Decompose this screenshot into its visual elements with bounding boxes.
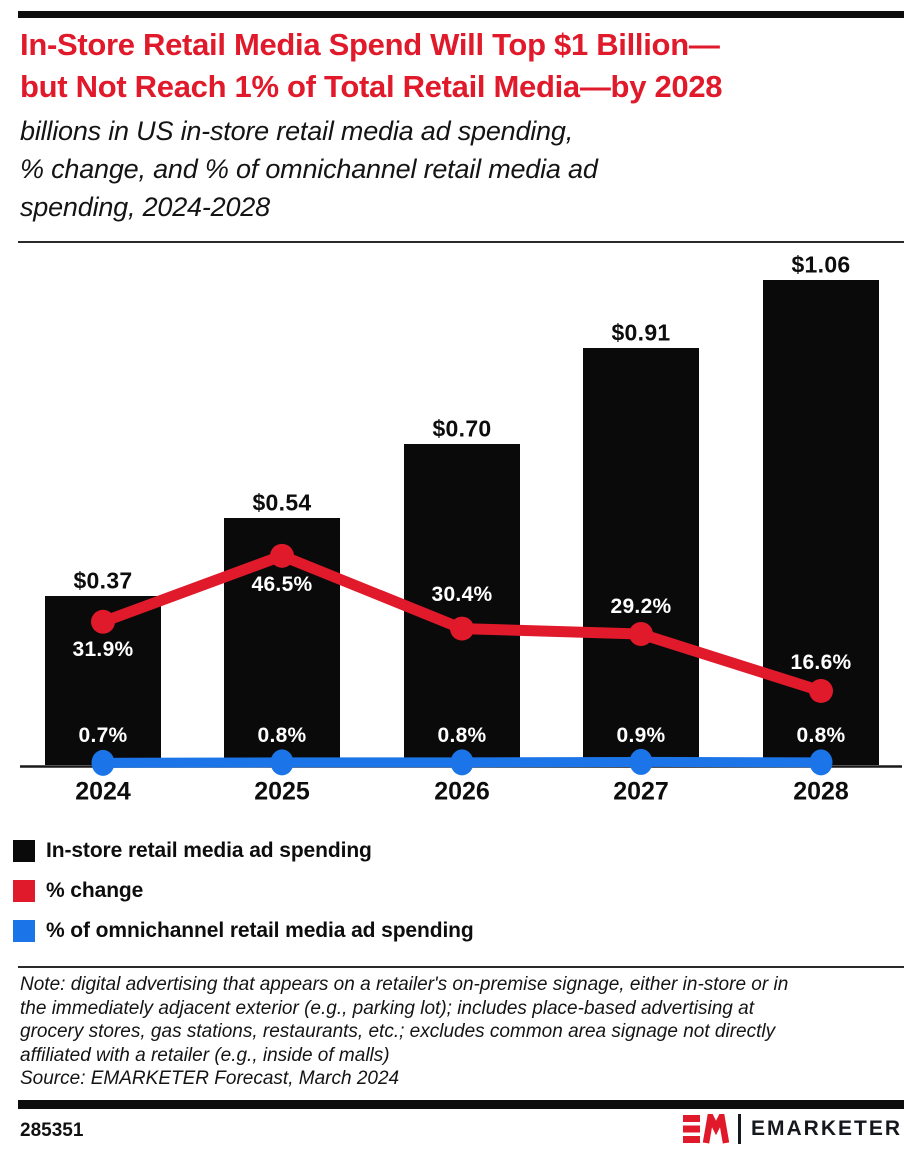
- omnichannel-pct-point: [629, 748, 653, 775]
- pct-change-label: 29.2%: [610, 595, 672, 619]
- page-title: In-Store Retail Media Spend Will Top $1 …: [20, 24, 904, 108]
- omnichannel-pct-label: 0.8%: [257, 724, 307, 747]
- x-axis-label-2027: 2027: [613, 777, 669, 806]
- x-axis-label-2028: 2028: [793, 777, 849, 806]
- pct-change-label: 31.9%: [72, 637, 134, 661]
- top-accent-bar: [18, 11, 904, 18]
- pct-change-point: [809, 678, 833, 703]
- bar-2026: [404, 444, 520, 765]
- chart-id: 285351: [20, 1120, 84, 1141]
- omnichannel-pct-label: 0.8%: [437, 724, 487, 747]
- omnichannel-pct-point: [809, 749, 833, 776]
- x-axis-label-2025: 2025: [254, 777, 310, 806]
- omnichannel-pct-label: 0.9%: [616, 724, 666, 747]
- pct-change-label: 30.4%: [431, 582, 493, 606]
- pct-change-point: [270, 543, 294, 568]
- bar-value-label: $1.06: [791, 251, 851, 278]
- source-line: Source: EMARKETER Forecast, March 2024: [20, 1068, 400, 1089]
- note-line: Note: digital advertising that appears o…: [20, 974, 789, 995]
- omnichannel-pct-point: [270, 749, 294, 776]
- chart-lines-overlay: [20, 543, 902, 776]
- x-axis-label-2024: 2024: [75, 777, 131, 806]
- logo-divider: [737, 1114, 741, 1144]
- x-axis-label-2026: 2026: [434, 777, 490, 806]
- pct-change-point: [629, 622, 653, 647]
- title-line-2: but Not Reach 1% of Total Retail Media—b…: [20, 69, 723, 104]
- subtitle-line-1: billions in US in-store retail media ad …: [20, 116, 573, 146]
- chart-subtitle: billions in US in-store retail media ad …: [20, 112, 904, 226]
- legend-label: In-store retail media ad spending: [46, 839, 372, 862]
- em-monogram-icon: [682, 1114, 729, 1144]
- brand-name: EMARKETER: [750, 1117, 902, 1140]
- legend-swatch-black: [13, 840, 35, 862]
- pct-change-point: [450, 616, 474, 641]
- legend-item-bar-series: In-store retail media ad spending: [13, 839, 474, 863]
- bar-value-label: $0.70: [432, 415, 492, 442]
- divider-under-subtitle: [18, 241, 904, 243]
- omnichannel-pct-point: [450, 749, 474, 776]
- omnichannel-pct-label: 0.7%: [78, 724, 128, 747]
- pct-change-label: 46.5%: [251, 572, 313, 596]
- bar-value-label: $0.91: [611, 319, 671, 346]
- bar-2027: [583, 348, 699, 765]
- note-line: affiliated with a retailer (e.g., inside…: [20, 1044, 390, 1066]
- note-line: grocery stores, gas stations, restaurant…: [20, 1021, 776, 1042]
- legend-item-omnichannel-pct: % of omnichannel retail media ad spendin…: [13, 919, 474, 943]
- legend-swatch-red: [13, 880, 35, 902]
- footer-accent-bar: [18, 1100, 904, 1109]
- emarketer-logo: EMARKETER: [682, 1112, 902, 1146]
- divider-above-note: [18, 966, 904, 968]
- subtitle-line-2: % change, and % of omnichannel retail me…: [20, 154, 598, 184]
- legend-label: % change: [46, 879, 144, 902]
- note-line: the immediately adjacent exterior (e.g.,…: [20, 997, 754, 1019]
- footnote: Note: digital advertising that appears o…: [20, 973, 904, 1091]
- combo-chart: $0.37 31.9% 0.7% 2024 $0.54 46.5% 0.8% 2025 $0.7…: [0, 243, 922, 818]
- pct-change-label: 16.6%: [790, 650, 852, 674]
- subtitle-line-3: spending, 2024-2028: [20, 192, 270, 222]
- omnichannel-pct-label: 0.8%: [796, 724, 846, 747]
- pct-change-point: [91, 609, 115, 634]
- bar-value-label: $0.37: [73, 567, 133, 594]
- title-line-1: In-Store Retail Media Spend Will Top $1 …: [20, 27, 720, 62]
- legend-item-pct-change: % change: [13, 879, 474, 903]
- chart-legend: In-store retail media ad spending % chan…: [13, 839, 474, 959]
- omnichannel-pct-point: [91, 749, 115, 776]
- legend-swatch-blue: [13, 920, 35, 942]
- legend-label: % of omnichannel retail media ad spendin…: [46, 919, 474, 942]
- bar-value-label: $0.54: [252, 489, 312, 516]
